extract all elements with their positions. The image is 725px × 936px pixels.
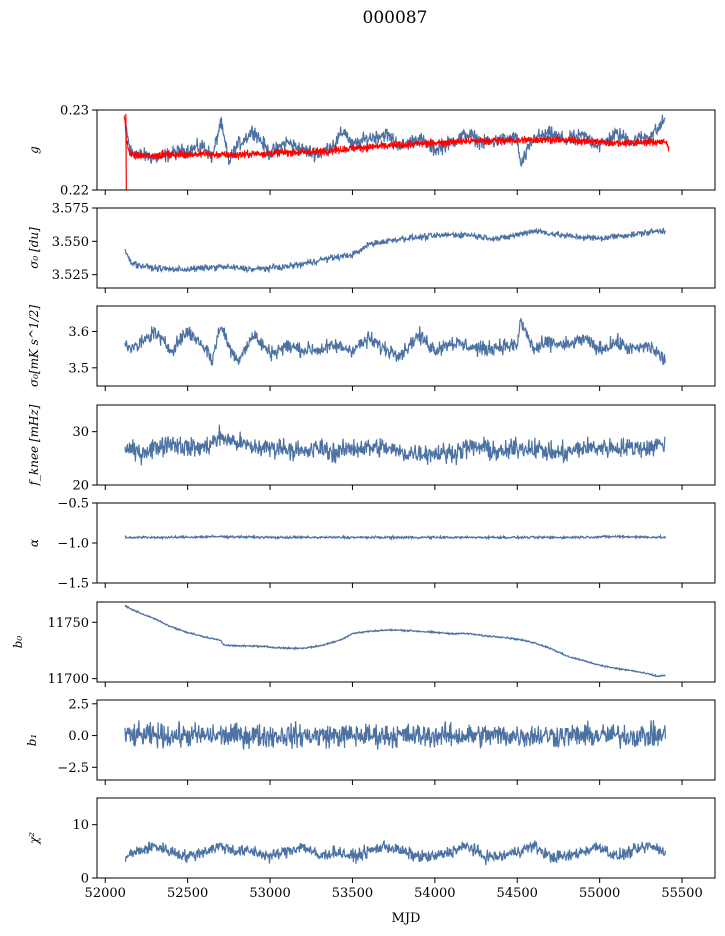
series-line-g-0 (124, 114, 666, 167)
panel-sigma0_mK: 3.5 3.6 σ₀[mK s^1/2] (27, 305, 716, 391)
y-tick-label-b1-1: 0.0 (68, 729, 89, 744)
panel-g: 0.22 0.23 g (27, 104, 716, 199)
series-line-fknee-0 (124, 424, 666, 466)
y-axis-label-fknee: f_knee [mHz] (27, 404, 41, 486)
y-axis-label-b1: b₁ (25, 734, 39, 747)
panel-frame-chi2 (96, 797, 716, 879)
y-axis-label-sigma0_du: σ₀ [du] (27, 227, 41, 269)
series-line-g-1 (123, 115, 670, 162)
y-tick-label-sigma0_du-2: 3.575 (52, 202, 89, 217)
y-axis-label-alpha: α (27, 539, 41, 547)
y-axis-label-g: g (27, 146, 41, 154)
y-tick-label-chi2-1: 10 (72, 818, 89, 833)
panel-frame-sigma0_mK (96, 305, 716, 387)
series-line-b1-0 (124, 720, 666, 750)
y-tick-label-sigma0_mK-1: 3.6 (68, 325, 89, 340)
series-line-alpha-0 (124, 533, 666, 541)
y-tick-label-sigma0_du-1: 3.550 (52, 235, 89, 250)
y-tick-label-sigma0_mK-0: 3.5 (68, 361, 89, 376)
panel-alpha: −1.5 −1.0 −0.5 α (27, 497, 716, 592)
panel-frame-b1 (96, 699, 716, 781)
panels: 0.22 0.23 g 3.525 3.550 3.575 σ₀ [du] 3.5 3.6 σ₀[… (11, 104, 716, 901)
x-tick-label-6: 55000 (579, 886, 620, 901)
x-tick-label-4: 54000 (414, 886, 455, 901)
y-tick-label-g-1: 0.23 (60, 104, 89, 119)
x-tick-label-7: 55500 (661, 886, 702, 901)
x-axis-label: MJD (392, 911, 421, 926)
y-axis-label-sigma0_mK: σ₀[mK s^1/2] (27, 305, 41, 387)
series-line-sigma0_du-0 (124, 227, 666, 274)
panel-frame-alpha (96, 502, 716, 584)
y-tick-label-fknee-1: 30 (72, 425, 89, 440)
y-tick-label-b0-1: 11750 (48, 616, 89, 631)
y-tick-label-b1-2: 2.5 (68, 697, 89, 712)
series-line-sigma0_mK-0 (124, 318, 666, 366)
panel-frame-b0 (96, 601, 716, 683)
y-axis-label-b0: b₀ (11, 636, 25, 649)
panel-sigma0_du: 3.525 3.550 3.575 σ₀ [du] (27, 202, 716, 293)
panel-frame-sigma0_du (96, 207, 716, 289)
x-tick-label-1: 52500 (167, 886, 208, 901)
y-tick-label-b0-0: 11700 (48, 672, 89, 687)
panel-frame-g (96, 109, 716, 191)
y-tick-label-alpha-2: −0.5 (57, 497, 89, 512)
panel-chi2: 0 10 52000 52500 53000 53500 54000 54500 55000 55… (27, 797, 716, 901)
y-tick-label-g-0: 0.22 (60, 184, 89, 199)
panel-fknee: 20 30 f_knee [mHz] (27, 404, 716, 494)
y-axis-label-chi2: χ² (27, 832, 41, 845)
x-tick-label-2: 53000 (249, 886, 290, 901)
figure-title: 000087 (363, 8, 428, 28)
series-line-b0-0 (124, 604, 666, 678)
panel-b1: −2.5 0.0 2.5 b₁ (25, 697, 716, 785)
series-line-chi2-0 (124, 839, 666, 866)
panel-b0: 11700 11750 b₀ (11, 601, 716, 687)
x-tick-label-5: 54500 (497, 886, 538, 901)
y-tick-label-sigma0_du-0: 3.525 (52, 268, 89, 283)
y-tick-label-alpha-0: −1.5 (57, 577, 89, 592)
x-tick-label-3: 53500 (332, 886, 373, 901)
x-tick-label-0: 52000 (85, 886, 126, 901)
y-tick-label-alpha-1: −1.0 (57, 537, 89, 552)
y-tick-label-chi2-0: 0 (81, 872, 89, 887)
y-tick-label-fknee-0: 20 (72, 479, 89, 494)
panel-frame-fknee (96, 404, 716, 486)
y-tick-label-b1-0: −2.5 (57, 761, 89, 776)
